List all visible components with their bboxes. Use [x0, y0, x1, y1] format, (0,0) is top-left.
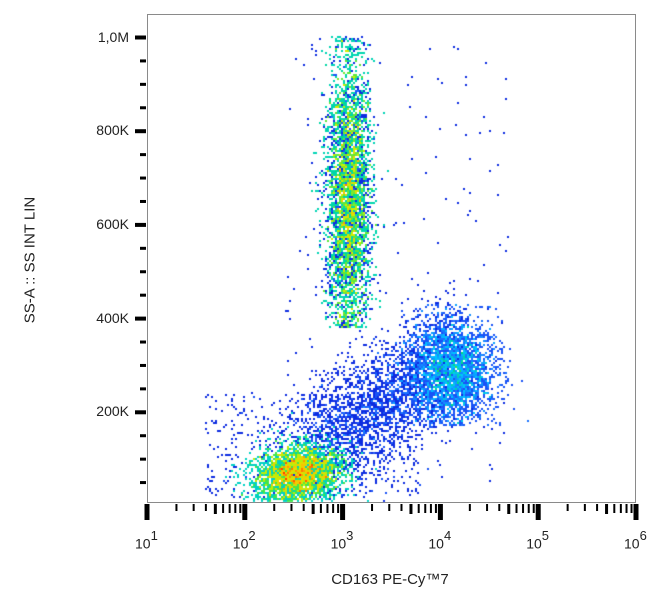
x-minor-tick: [532, 504, 535, 513]
x-minor-tick: [326, 504, 329, 513]
y-minor-tick: [140, 387, 146, 391]
x-minor-tick: [273, 504, 276, 511]
x-minor-tick: [319, 504, 322, 513]
y-minor-tick: [140, 246, 146, 250]
x-major-tick: [633, 504, 639, 520]
x-minor-tick: [290, 504, 293, 511]
x-minor-tick: [424, 504, 427, 513]
x-minor-tick: [630, 504, 633, 513]
x-minor-tick: [213, 504, 217, 514]
y-minor-tick: [140, 82, 146, 86]
x-minor-tick: [371, 504, 374, 511]
x-minor-tick: [625, 504, 628, 513]
x-major-tick: [144, 504, 150, 520]
y-tick-label: 1,0M: [97, 28, 129, 45]
x-minor-tick: [192, 504, 195, 511]
x-tick-base: 10: [526, 535, 542, 552]
x-minor-tick: [409, 504, 413, 514]
x-tick-base: 10: [624, 535, 640, 552]
y-major-tick: [135, 316, 146, 321]
x-minor-tick: [583, 504, 586, 511]
x-tick-label: 101: [135, 528, 158, 552]
x-minor-tick: [332, 504, 335, 513]
x-minor-tick: [175, 504, 178, 511]
x-tick-exponent: 4: [443, 528, 452, 543]
x-tick-base: 10: [428, 535, 444, 552]
x-minor-tick: [429, 504, 432, 513]
x-minor-tick: [302, 504, 305, 511]
y-major-tick: [135, 222, 146, 227]
x-minor-tick: [507, 504, 511, 514]
y-major-tick: [135, 35, 146, 40]
x-tick-label: 102: [232, 528, 256, 552]
y-minor-tick: [140, 199, 146, 203]
x-tick-exponent: 2: [248, 528, 256, 543]
y-tick-label: 400K: [96, 309, 129, 326]
x-major-tick: [535, 504, 541, 520]
x-major-tick: [437, 504, 443, 520]
x-minor-tick: [417, 504, 420, 513]
x-minor-tick: [388, 504, 391, 511]
x-minor-tick: [204, 504, 207, 511]
x-minor-tick: [234, 504, 237, 513]
y-minor-tick: [140, 293, 146, 297]
x-minor-tick: [527, 504, 530, 513]
x-axis-title: CD163 PE-Cy™7: [331, 571, 449, 588]
x-tick-exponent: 1: [150, 528, 158, 543]
x-minor-tick: [222, 504, 225, 513]
x-minor-tick: [239, 504, 242, 513]
y-minor-tick: [140, 176, 146, 180]
x-minor-tick: [566, 504, 569, 511]
x-major-tick: [340, 504, 346, 520]
x-minor-tick: [605, 504, 609, 514]
x-minor-tick: [434, 504, 437, 513]
density-scatter: [147, 14, 636, 503]
y-minor-tick: [140, 270, 146, 274]
x-tick-label: 106: [624, 528, 647, 552]
y-major-tick: [135, 410, 146, 415]
x-tick-label: 103: [330, 528, 354, 552]
y-minor-tick: [140, 59, 146, 63]
x-major-tick: [242, 504, 248, 520]
x-minor-tick: [515, 504, 518, 513]
x-minor-tick: [337, 504, 340, 513]
x-tick-exponent: 5: [541, 528, 549, 543]
x-minor-tick: [468, 504, 471, 511]
y-minor-tick: [140, 363, 146, 367]
x-tick-base: 10: [135, 535, 151, 552]
x-minor-tick: [228, 504, 231, 513]
y-tick-label: 800K: [96, 122, 129, 139]
x-minor-tick: [486, 504, 489, 511]
x-minor-tick: [619, 504, 622, 513]
y-minor-tick: [140, 481, 146, 485]
y-axis-title: SS-A :: SS INT LIN: [21, 196, 39, 324]
x-minor-tick: [311, 504, 315, 514]
x-minor-tick: [596, 504, 599, 511]
x-tick-label: 104: [428, 528, 452, 552]
y-minor-tick: [140, 106, 146, 110]
y-tick-label: 600K: [96, 215, 129, 232]
y-tick-label: 200K: [96, 403, 129, 420]
x-minor-tick: [400, 504, 403, 511]
y-minor-tick: [140, 153, 146, 157]
y-minor-tick: [140, 340, 146, 344]
x-minor-tick: [522, 504, 525, 513]
x-minor-tick: [498, 504, 501, 511]
x-tick-base: 10: [232, 535, 249, 552]
y-minor-tick: [140, 457, 146, 461]
x-minor-tick: [613, 504, 616, 513]
x-tick-label: 105: [526, 528, 549, 552]
x-tick-base: 10: [330, 535, 347, 552]
x-tick-exponent: 6: [639, 528, 647, 543]
y-minor-tick: [140, 434, 146, 438]
x-tick-exponent: 3: [346, 528, 354, 543]
y-major-tick: [135, 129, 146, 134]
